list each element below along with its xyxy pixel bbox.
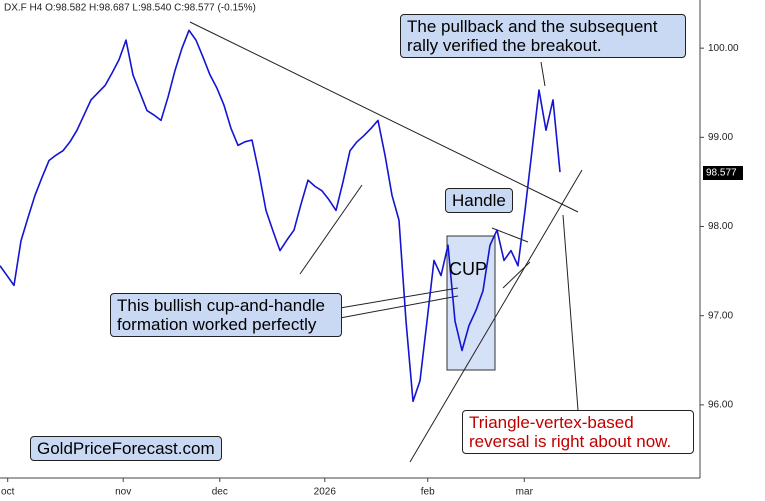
connector [339,295,459,319]
last-price-box [703,166,743,180]
trendline [409,169,583,463]
connector [540,61,546,87]
annotation: This bullish cup-and-handle formation wo… [110,293,342,337]
annotation: Handle [445,188,513,213]
x-tick-label: nov [115,487,131,498]
x-tick-label: feb [421,487,435,498]
x-tick-label: mar [516,487,534,498]
price-line [0,29,561,403]
y-tick-label: 100.00 [708,43,739,54]
watermark: GoldPriceForecast.com [30,436,222,461]
trendline [189,21,579,213]
trendlines [189,21,583,463]
chart-title: DX.F H4 O:98.582 H:98.687 L:98.540 C:98.… [4,3,256,14]
y-tick-label: 98.00 [708,221,733,232]
x-tick-label: oct [1,487,15,498]
annotation: Triangle-vertex-based reversal is right … [462,410,694,454]
connector [339,287,459,309]
y-tick-label: 96.00 [708,400,733,411]
annotation: CUP [449,259,488,279]
y-tick-label: 97.00 [708,310,733,321]
trendline [299,184,363,275]
annotation: The pullback and the subsequent rally ve… [400,14,686,58]
last-price: 98.577 [706,168,737,179]
x-tick-label: dec [212,487,228,498]
trendline [502,261,531,289]
x-tick-label: 2026 [314,487,337,498]
connector [562,214,579,411]
y-tick-label: 99.00 [708,132,733,143]
cup-region [446,235,496,371]
